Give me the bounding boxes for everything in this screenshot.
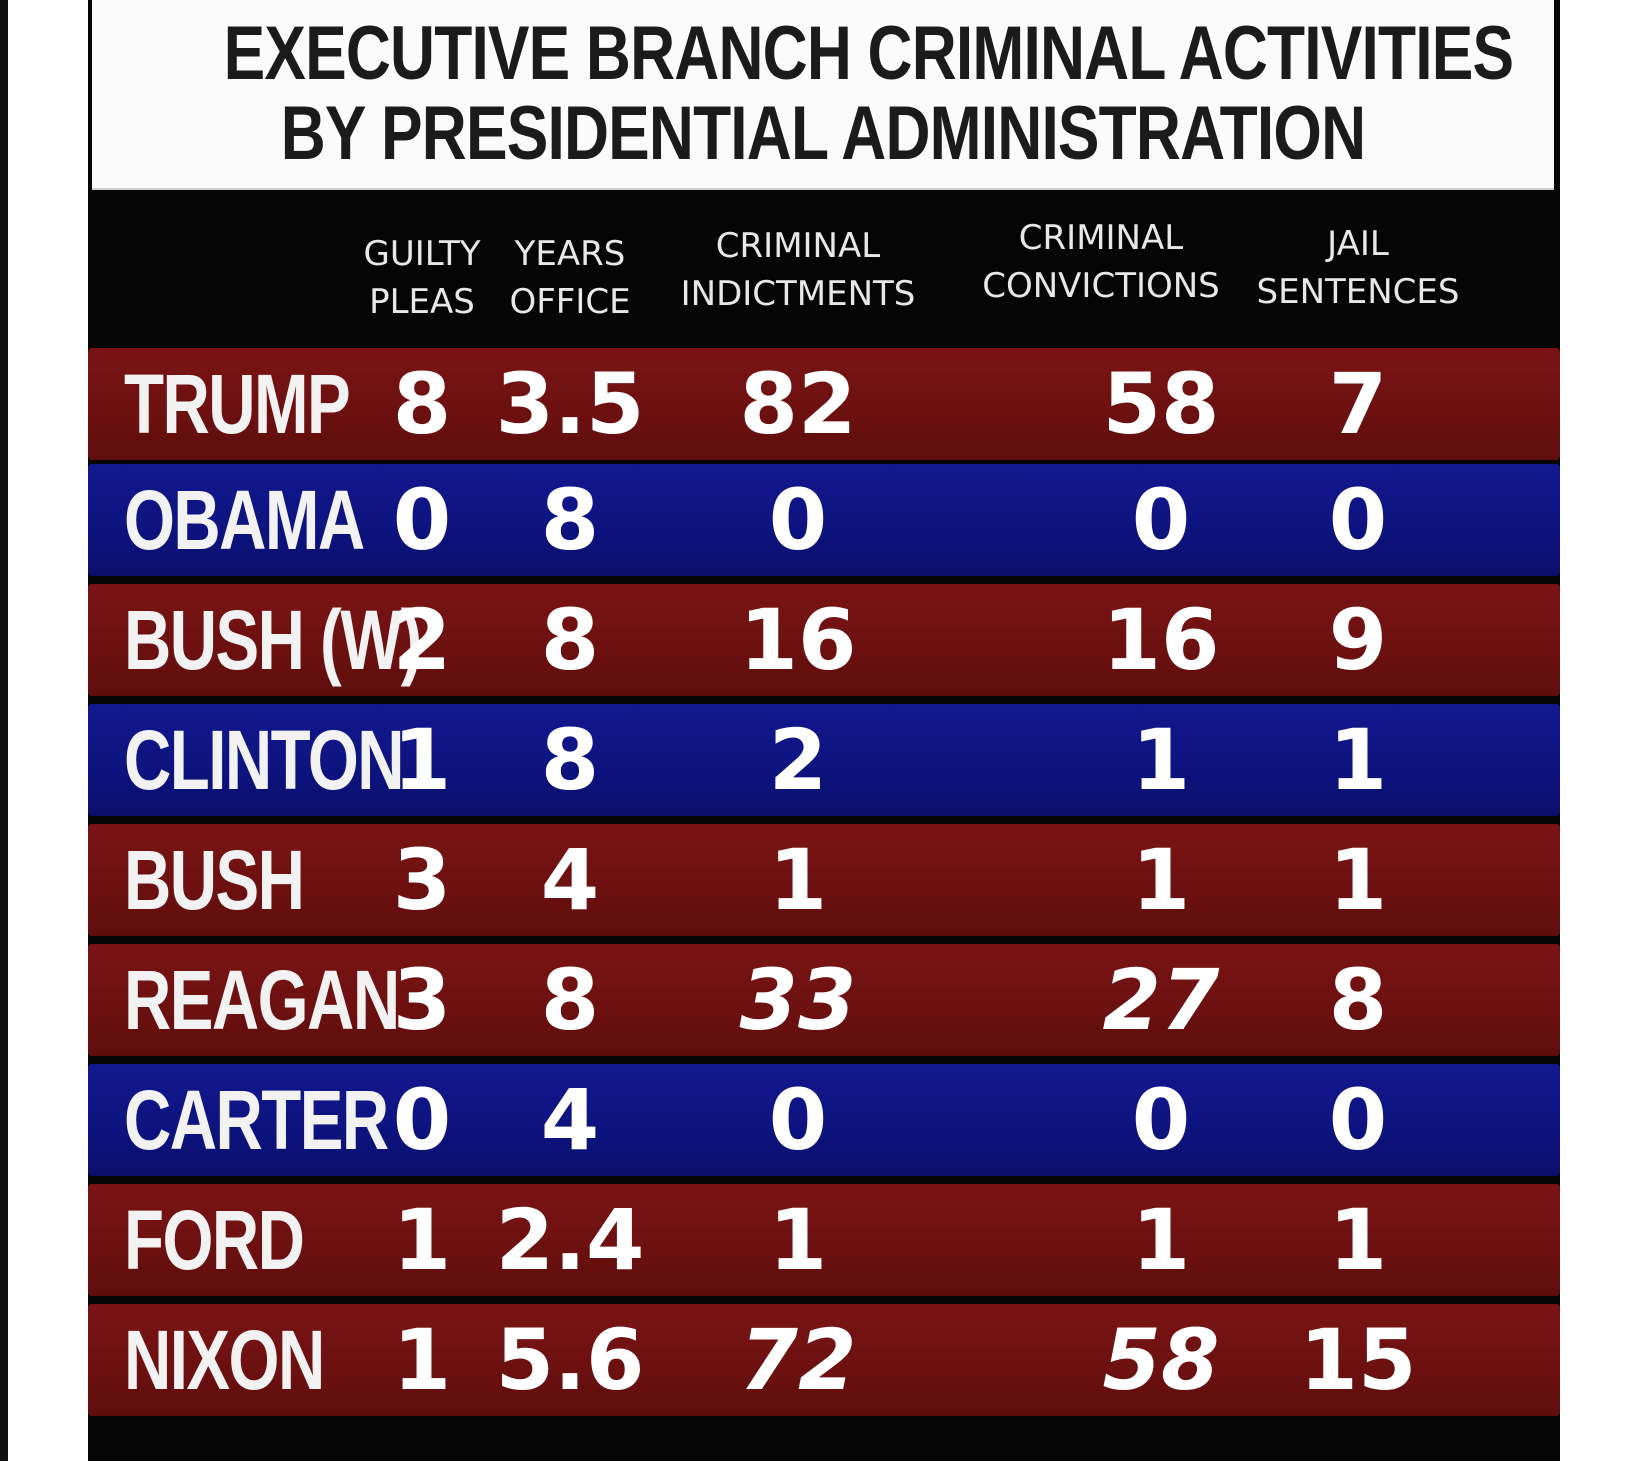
left-frame-edge xyxy=(0,0,8,1461)
table-row: OBAMA 0 8 0 0 0 xyxy=(88,464,1560,576)
table-cell-criminal-convictions: 58 xyxy=(1102,355,1220,453)
table-cell-years-office: 8 xyxy=(540,591,600,689)
column-header-guilty-pleas: GUILTY PLEAS xyxy=(363,230,480,326)
column-header-jail-sentences: JAIL SENTENCES xyxy=(1257,220,1460,316)
table-cell-guilty-pleas: 1 xyxy=(392,1311,452,1409)
row-label: OBAMA xyxy=(124,473,365,567)
table-cell-criminal-indictments: 82 xyxy=(739,355,857,453)
table-cell-guilty-pleas: 8 xyxy=(392,355,452,453)
row-label: TRUMP xyxy=(124,357,351,451)
table-cell-jail-sentences: 7 xyxy=(1328,355,1388,453)
table-row: REAGAN 3 8 33 27 8 xyxy=(88,944,1560,1056)
table-cell-guilty-pleas: 3 xyxy=(392,951,452,1049)
table-row: CARTER 0 4 0 0 0 xyxy=(88,1064,1560,1176)
table-cell-criminal-indictments: 16 xyxy=(739,591,857,689)
table-cell-years-office: 8 xyxy=(540,711,600,809)
table-cell-years-office: 8 xyxy=(540,951,600,1049)
table-cell-criminal-convictions: 0 xyxy=(1131,471,1191,569)
table-cell-criminal-convictions: 1 xyxy=(1131,1191,1191,1289)
table-cell-criminal-indictments: 2 xyxy=(768,711,828,809)
table-row: BUSH 3 4 1 1 1 xyxy=(88,824,1560,936)
column-header-band xyxy=(88,190,1560,350)
column-header-line: CRIMINAL xyxy=(715,226,881,266)
column-header-line: YEARS xyxy=(514,234,626,274)
table-row: NIXON 1 5.6 72 58 15 xyxy=(88,1304,1560,1416)
chart-title-line-1: EXECUTIVE BRANCH CRIMINAL ACTIVITIES xyxy=(223,11,1514,96)
table-cell-criminal-convictions: 27 xyxy=(1102,951,1220,1049)
column-header-years-office: YEARS OFFICE xyxy=(509,230,630,326)
table-cell-criminal-indictments: 33 xyxy=(739,951,857,1049)
table-cell-criminal-convictions: 58 xyxy=(1102,1311,1220,1409)
table-cell-years-office: 4 xyxy=(540,831,600,929)
row-label: CARTER xyxy=(124,1073,389,1167)
table-cell-criminal-convictions: 1 xyxy=(1131,711,1191,809)
table-cell-jail-sentences: 15 xyxy=(1299,1311,1417,1409)
row-label: BUSH xyxy=(124,833,305,927)
table-cell-years-office: 5.6 xyxy=(495,1311,645,1409)
title-box: EXECUTIVE BRANCH CRIMINAL ACTIVITIES BY … xyxy=(92,0,1554,190)
table-cell-criminal-convictions: 0 xyxy=(1131,1071,1191,1169)
table-panel: EXECUTIVE BRANCH CRIMINAL ACTIVITIES BY … xyxy=(88,0,1560,1461)
table-cell-years-office: 3.5 xyxy=(495,355,645,453)
table-cell-criminal-indictments: 0 xyxy=(768,471,828,569)
table-cell-criminal-indictments: 0 xyxy=(768,1071,828,1169)
row-label: REAGAN xyxy=(124,953,400,1047)
table-cell-criminal-indictments: 72 xyxy=(739,1311,857,1409)
table-cell-guilty-pleas: 0 xyxy=(392,1071,452,1169)
table-cell-jail-sentences: 1 xyxy=(1328,711,1388,809)
table-cell-criminal-indictments: 1 xyxy=(768,1191,828,1289)
column-header-line: JAIL xyxy=(1327,224,1389,264)
table-cell-jail-sentences: 0 xyxy=(1328,1071,1388,1169)
table-row: TRUMP 8 3.5 82 58 7 xyxy=(88,348,1560,460)
table-cell-guilty-pleas: 2 xyxy=(392,591,452,689)
row-label: FORD xyxy=(124,1193,305,1287)
table-cell-criminal-indictments: 1 xyxy=(768,831,828,929)
table-cell-guilty-pleas: 3 xyxy=(392,831,452,929)
table-cell-jail-sentences: 9 xyxy=(1328,591,1388,689)
column-header-criminal-indictments: CRIMINAL INDICTMENTS xyxy=(681,222,916,318)
column-header-line: SENTENCES xyxy=(1256,272,1460,312)
column-header-line: OFFICE xyxy=(509,282,631,322)
table-row: CLINTON 1 8 2 1 1 xyxy=(88,704,1560,816)
table-cell-years-office: 4 xyxy=(540,1071,600,1169)
table-cell-jail-sentences: 8 xyxy=(1328,951,1388,1049)
table-cell-guilty-pleas: 1 xyxy=(392,1191,452,1289)
column-header-line: CONVICTIONS xyxy=(982,266,1220,306)
table-row: BUSH (W) 2 8 16 16 9 xyxy=(88,584,1560,696)
row-label: BUSH (W) xyxy=(124,593,422,687)
column-header-line: PLEAS xyxy=(369,282,475,322)
table-cell-jail-sentences: 0 xyxy=(1328,471,1388,569)
table-cell-guilty-pleas: 1 xyxy=(392,711,452,809)
table-cell-jail-sentences: 1 xyxy=(1328,831,1388,929)
row-label: CLINTON xyxy=(124,713,405,807)
table-cell-guilty-pleas: 0 xyxy=(392,471,452,569)
column-header-criminal-convictions: CRIMINAL CONVICTIONS xyxy=(982,214,1220,310)
table-row: FORD 1 2.4 1 1 1 xyxy=(88,1184,1560,1296)
row-label: NIXON xyxy=(124,1313,325,1407)
table-cell-years-office: 2.4 xyxy=(495,1191,645,1289)
chart-title-line-2: BY PRESIDENTIAL ADMINISTRATION xyxy=(280,91,1366,176)
table-cell-jail-sentences: 1 xyxy=(1328,1191,1388,1289)
table-cell-years-office: 8 xyxy=(540,471,600,569)
column-header-line: INDICTMENTS xyxy=(680,274,916,314)
table-cell-criminal-convictions: 16 xyxy=(1102,591,1220,689)
column-header-line: GUILTY xyxy=(363,234,481,274)
table-cell-criminal-convictions: 1 xyxy=(1131,831,1191,929)
column-header-line: CRIMINAL xyxy=(1018,218,1184,258)
